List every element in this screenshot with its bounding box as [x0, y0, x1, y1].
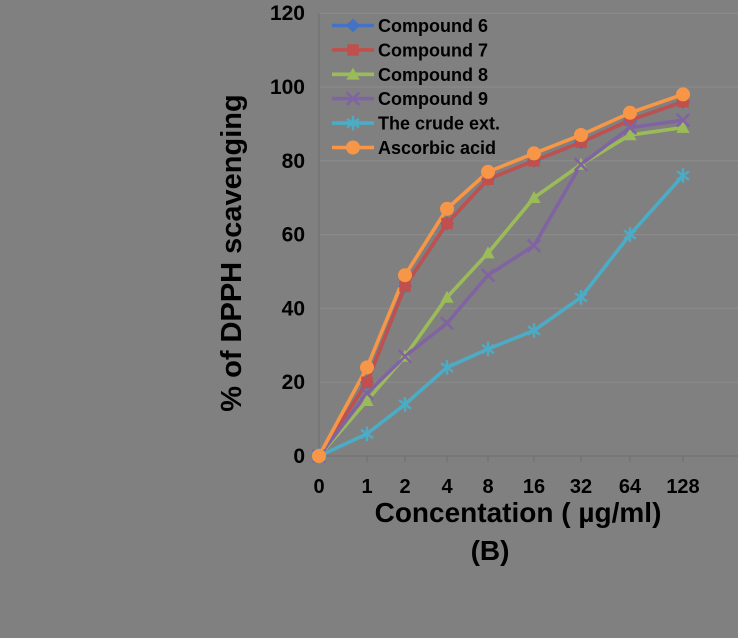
svg-text:Compound 6: Compound 6 [378, 16, 488, 36]
svg-text:16: 16 [523, 476, 545, 498]
svg-text:Compound 7: Compound 7 [378, 40, 488, 60]
svg-text:Ascorbic acid: Ascorbic acid [378, 138, 496, 158]
svg-text:Concentation ( µg/ml): Concentation ( µg/ml) [375, 497, 662, 528]
svg-text:1: 1 [361, 476, 372, 498]
svg-text:20: 20 [282, 371, 305, 394]
svg-text:120: 120 [270, 2, 305, 25]
svg-text:64: 64 [619, 476, 642, 498]
svg-text:32: 32 [570, 476, 592, 498]
svg-text:80: 80 [282, 150, 305, 173]
svg-text:The crude ext.: The crude ext. [378, 114, 500, 134]
svg-text:8: 8 [482, 476, 493, 498]
svg-text:60: 60 [282, 224, 305, 247]
svg-text:Compound 9: Compound 9 [378, 89, 488, 109]
svg-text:0: 0 [293, 445, 305, 468]
svg-text:Compound 8: Compound 8 [378, 65, 488, 85]
svg-text:(B): (B) [471, 535, 510, 566]
svg-text:128: 128 [666, 476, 699, 498]
svg-text:2: 2 [399, 476, 410, 498]
svg-text:0: 0 [313, 476, 324, 498]
svg-text:4: 4 [441, 476, 453, 498]
svg-text:40: 40 [282, 297, 305, 320]
svg-text:% of DPPH scavenging: % of DPPH scavenging [216, 94, 248, 411]
svg-text:100: 100 [270, 76, 305, 99]
